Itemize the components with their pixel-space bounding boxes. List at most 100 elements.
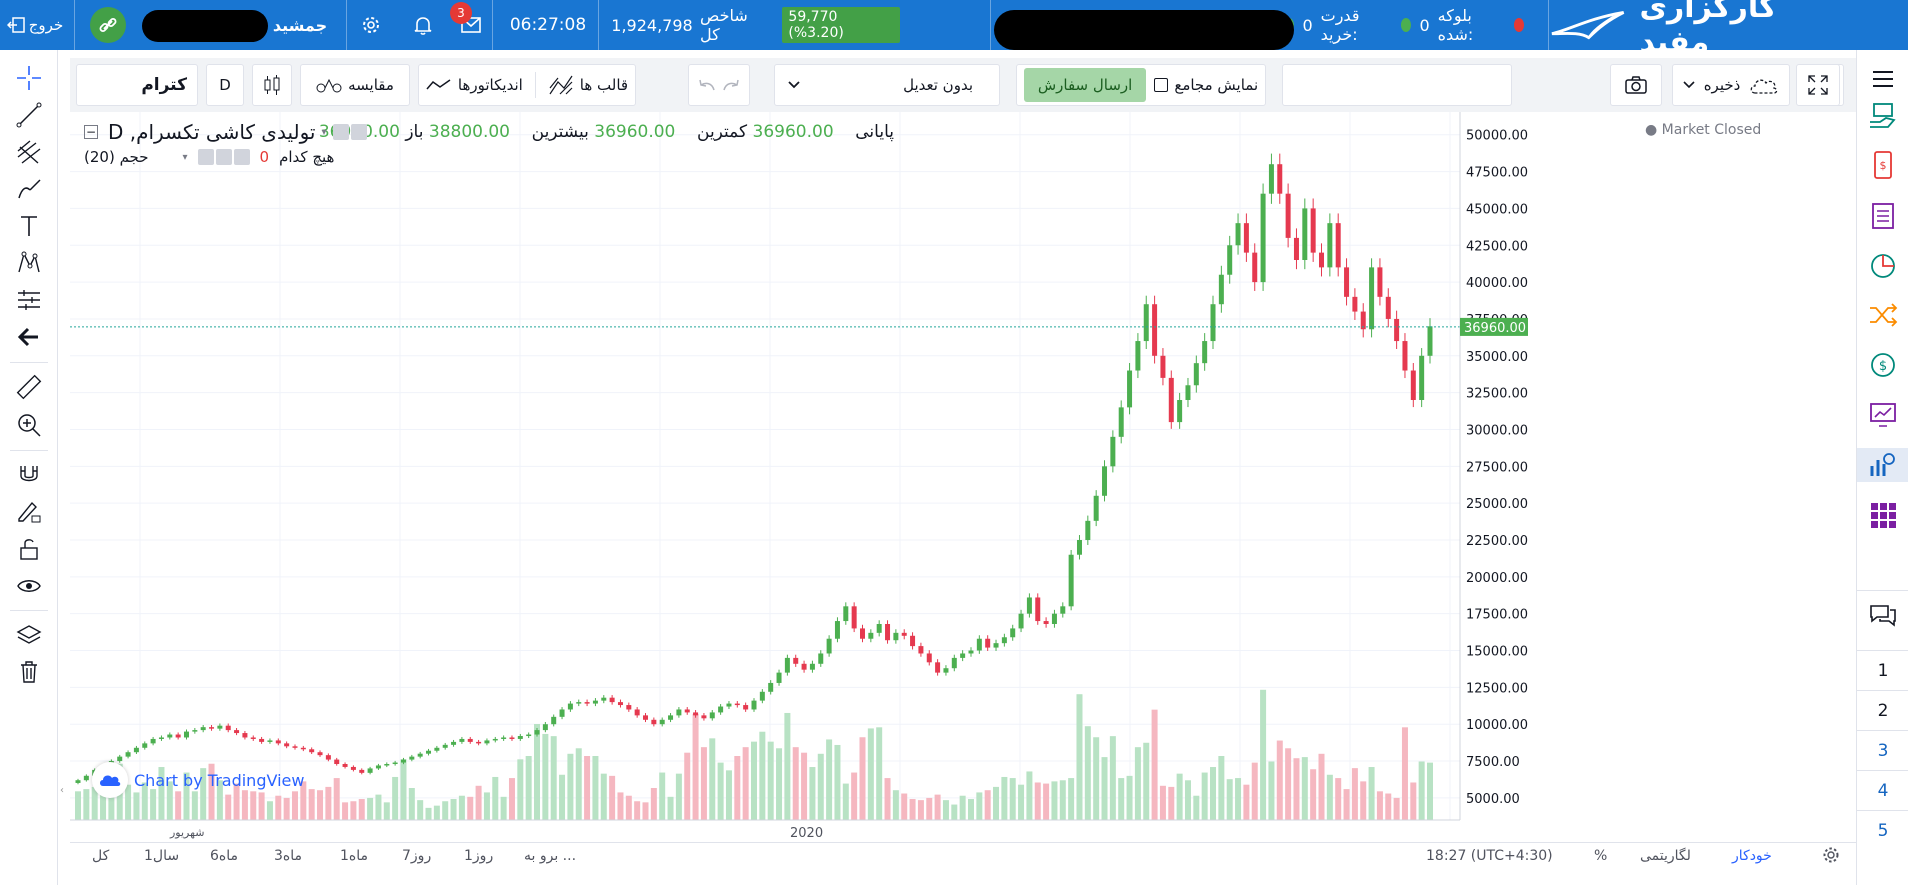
close-icon[interactable] bbox=[233, 149, 250, 165]
price-tick-label: 7500.00 bbox=[1466, 755, 1520, 770]
visibility-icon[interactable] bbox=[332, 124, 349, 140]
volume-bar bbox=[617, 792, 624, 820]
ruler-tool[interactable] bbox=[14, 372, 44, 402]
settings-icon[interactable] bbox=[350, 124, 367, 140]
market-index[interactable]: شاخص کل 59,770 (%3.20) bbox=[700, 0, 900, 50]
layers-tool[interactable] bbox=[14, 620, 44, 650]
price-tag-label: 36960.00 bbox=[1464, 321, 1526, 336]
sidebar-portfolio[interactable]: $ bbox=[1866, 148, 1900, 182]
magnet-tool[interactable] bbox=[14, 460, 44, 490]
range-7d[interactable]: 7روز bbox=[402, 848, 432, 864]
chart-type-button[interactable] bbox=[252, 64, 292, 106]
volume-bar bbox=[1268, 761, 1275, 820]
broker-logo[interactable]: کارگزاری مفید bbox=[1550, 0, 1850, 60]
range-all[interactable]: کل bbox=[92, 848, 110, 864]
candle-body bbox=[400, 759, 406, 763]
volume-bar bbox=[809, 767, 816, 820]
percent-toggle[interactable]: % bbox=[1594, 848, 1608, 864]
alerts-button[interactable] bbox=[406, 0, 440, 50]
show-aggregate-toggle[interactable]: نمایش مجامع bbox=[1154, 76, 1258, 94]
camera-icon bbox=[1625, 76, 1647, 94]
volume-bar bbox=[283, 797, 290, 820]
volume-bar bbox=[725, 770, 732, 820]
sidebar-reports[interactable] bbox=[1866, 198, 1900, 232]
checkbox[interactable] bbox=[1154, 78, 1169, 92]
stay-drawing-tool[interactable] bbox=[14, 497, 44, 527]
adjust-select[interactable]: بدون تعدیل bbox=[774, 64, 1000, 106]
collapse-handle-icon[interactable]: ‹ bbox=[60, 785, 64, 796]
sidebar-order[interactable] bbox=[1866, 98, 1900, 132]
redo-icon[interactable] bbox=[722, 78, 740, 92]
volume-bar bbox=[817, 753, 824, 820]
sidebar-cash[interactable]: $ bbox=[1866, 348, 1900, 382]
sidebar-chart-active[interactable] bbox=[1857, 448, 1908, 482]
back-tool[interactable] bbox=[14, 322, 44, 352]
save-layout-button[interactable]: ذخیره bbox=[1672, 64, 1790, 106]
link-icon bbox=[90, 7, 126, 43]
timezone-clock[interactable]: 18:27 (UTC+4:30) bbox=[1426, 848, 1553, 864]
layout-slot-4[interactable]: 4 bbox=[1857, 770, 1908, 810]
interval-button[interactable]: D bbox=[206, 64, 244, 106]
log-toggle[interactable]: لگاریتمی bbox=[1640, 848, 1691, 864]
candle-body bbox=[584, 702, 590, 704]
brush-tool[interactable] bbox=[14, 174, 44, 204]
menu-button[interactable] bbox=[1866, 62, 1900, 96]
candle-body bbox=[359, 769, 365, 773]
volume-bar bbox=[175, 791, 182, 820]
auto-toggle[interactable]: خودکار bbox=[1732, 848, 1772, 864]
sidebar-grid[interactable] bbox=[1866, 498, 1900, 532]
pattern-tool[interactable] bbox=[14, 248, 44, 278]
layout-slot-1[interactable]: 1 bbox=[1857, 650, 1908, 690]
layout-slot-3[interactable]: 3 bbox=[1857, 730, 1908, 770]
range-1d[interactable]: 1روز bbox=[464, 848, 494, 864]
blocked-value: 0 bbox=[1419, 15, 1430, 35]
undo-icon[interactable] bbox=[698, 78, 716, 92]
remove-drawings-tool[interactable] bbox=[14, 657, 44, 687]
screenshot-button[interactable] bbox=[1610, 64, 1662, 106]
range-1y[interactable]: 1سال bbox=[144, 848, 180, 864]
logout-button[interactable]: خروج bbox=[0, 0, 70, 50]
prediction-tool[interactable] bbox=[14, 285, 44, 315]
zoom-tool[interactable] bbox=[14, 410, 44, 440]
caret-down-icon[interactable]: ▾ bbox=[321, 126, 327, 138]
text-tool[interactable] bbox=[14, 211, 44, 241]
volume-bar bbox=[450, 799, 457, 820]
settings-icon[interactable] bbox=[215, 149, 232, 165]
lock-tool[interactable] bbox=[14, 534, 44, 564]
candle-body bbox=[225, 725, 231, 731]
range-1m[interactable]: 1ماه bbox=[340, 848, 369, 864]
indicators-button[interactable]: اندیکاتورها bbox=[426, 76, 523, 94]
send-order-button[interactable]: ارسال سفارش bbox=[1023, 68, 1147, 102]
visibility-tool[interactable] bbox=[14, 571, 44, 601]
templates-button[interactable]: قالب ها bbox=[548, 74, 628, 96]
range-3m[interactable]: 3ماه bbox=[274, 848, 303, 864]
candle-body bbox=[426, 750, 432, 754]
sidebar-transfer[interactable] bbox=[1866, 298, 1900, 332]
visibility-icon[interactable] bbox=[197, 149, 214, 165]
symbol-search[interactable]: کترام bbox=[76, 64, 198, 106]
user-name[interactable]: جمشید bbox=[272, 15, 328, 35]
layout-slot-2[interactable]: 2 bbox=[1857, 690, 1908, 730]
collapse-legend-icon[interactable]: − bbox=[84, 125, 98, 139]
crosshair-tool[interactable] bbox=[14, 63, 44, 93]
profile-button[interactable] bbox=[88, 0, 128, 50]
price-tick-label: 27500.00 bbox=[1466, 460, 1528, 475]
cloud-icon bbox=[1750, 79, 1778, 94]
axis-settings-button[interactable] bbox=[1822, 846, 1840, 868]
candle-body bbox=[809, 663, 815, 670]
sidebar-analysis[interactable] bbox=[1866, 248, 1900, 282]
caret-down-icon[interactable]: ▾ bbox=[182, 151, 188, 163]
layout-slot-5[interactable]: 5 bbox=[1857, 810, 1908, 850]
tradingview-attribution[interactable]: Chart by TradingView bbox=[92, 762, 304, 798]
fullscreen-button[interactable] bbox=[1796, 64, 1840, 106]
volume-bar bbox=[1034, 782, 1041, 820]
range-6m[interactable]: 6ماه bbox=[210, 848, 239, 864]
compare-button[interactable]: مقایسه bbox=[300, 64, 410, 106]
sidebar-chat[interactable] bbox=[1866, 598, 1900, 632]
settings-button[interactable] bbox=[354, 0, 388, 50]
trendline-tool[interactable] bbox=[14, 100, 44, 130]
goto-date[interactable]: برو به ... bbox=[524, 848, 577, 864]
sidebar-monitor[interactable] bbox=[1866, 398, 1900, 432]
fib-tool[interactable] bbox=[14, 137, 44, 167]
price-chart[interactable]: 50000.00 47500.00 45000.00 42500.00 40000.00… bbox=[70, 112, 1856, 842]
